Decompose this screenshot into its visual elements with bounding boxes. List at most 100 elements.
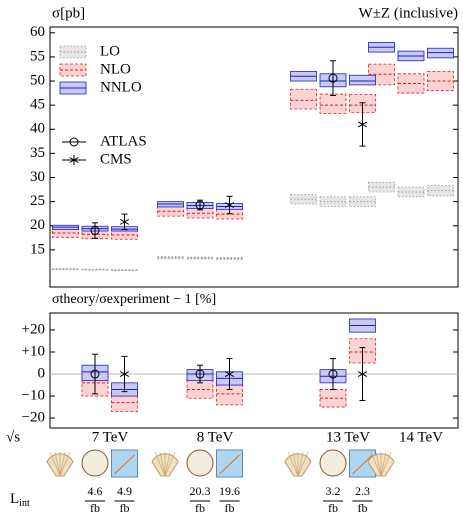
chart-title: W±Z (inclusive): [359, 5, 458, 21]
icon-rib: [164, 451, 176, 477]
marker: [357, 369, 368, 380]
icon-rib: [375, 451, 382, 477]
star-arm: [224, 371, 235, 377]
lumi-value: 3.2: [326, 484, 341, 498]
ratio-label: σtheory/σexperiment − 1 [%]: [52, 292, 216, 307]
band: [319, 93, 347, 114]
star-arm: [119, 218, 130, 225]
band: [368, 181, 395, 193]
marker: [328, 73, 338, 83]
y-tick-label: 25: [30, 193, 45, 209]
y-tick-label: +10: [22, 343, 45, 359]
lumi-unit: fb: [120, 501, 130, 515]
marker: [328, 369, 338, 379]
icon-atlas: [186, 449, 214, 477]
y-tick-label: 55: [30, 48, 45, 64]
y-tick-label: 0: [38, 365, 46, 381]
lumi-unit: fb: [358, 501, 368, 515]
icon-rib: [380, 451, 387, 477]
marker: [357, 119, 368, 130]
icon-cms-track: [352, 454, 373, 475]
band: [290, 88, 317, 110]
legend-label: CMS: [100, 151, 132, 167]
icon-rib: [370, 451, 382, 477]
x-tick-label: 8 TeV: [197, 429, 234, 445]
lumi-label: Lint: [10, 491, 30, 509]
star-arm: [69, 157, 79, 163]
star-arm: [119, 371, 130, 377]
band: [349, 196, 376, 207]
marker: [90, 369, 100, 379]
icon-rib: [49, 451, 61, 477]
legend-label: NLO: [100, 61, 131, 77]
lumi-unit: fb: [328, 501, 338, 515]
icon-rib: [59, 451, 71, 477]
x-tick-label: 13 TeV: [326, 429, 370, 445]
marker: [224, 369, 235, 380]
icon-rib: [380, 451, 392, 477]
icon-rib: [54, 451, 61, 477]
marker: [195, 369, 205, 379]
lumi-value: 19.6: [219, 484, 240, 498]
icon-rib: [297, 451, 304, 477]
star-arm: [224, 202, 235, 208]
star-arm: [357, 121, 368, 128]
x-label: √s: [6, 429, 20, 445]
lumi-sub: int: [19, 498, 30, 509]
y-tick-label: 30: [30, 169, 45, 185]
marker: [224, 199, 235, 210]
band: [186, 256, 214, 260]
y-tick-label: −20: [22, 410, 45, 426]
marker: [119, 369, 130, 380]
y-tick-label: −10: [22, 387, 45, 403]
band: [349, 74, 376, 86]
legend-label: LO: [100, 43, 120, 59]
icon-rib: [154, 451, 166, 477]
x-tick-label: 7 TeV: [92, 429, 129, 445]
star-arm: [357, 371, 368, 377]
y-tick-label: 45: [30, 97, 45, 113]
lumi-value: 4.9: [117, 484, 132, 498]
marker: [195, 200, 205, 210]
lumi-value: 20.3: [190, 484, 211, 498]
lumi-unit: fb: [225, 501, 235, 515]
icon-rib: [287, 451, 299, 477]
lumi-unit: fb: [195, 501, 205, 515]
icon-rib: [59, 451, 66, 477]
lumi-value: 4.6: [88, 484, 103, 498]
icon-cms-track: [219, 454, 240, 475]
marker: [69, 137, 79, 147]
top-frame: [49, 26, 459, 288]
icon-cms-track: [114, 454, 135, 475]
marker: [90, 226, 100, 236]
legend-label: NNLO: [100, 79, 142, 95]
x-tick-label: 14 TeV: [399, 429, 443, 445]
y-tick-label: +20: [22, 321, 45, 337]
band: [216, 257, 243, 260]
icon-rib: [292, 451, 299, 477]
y-tick-label: 15: [30, 241, 45, 257]
band: [157, 256, 184, 259]
lumi-value: 2.3: [355, 484, 370, 498]
y-tick-label: 50: [30, 72, 45, 88]
y-tick-label: 35: [30, 145, 45, 161]
icon-rib: [159, 451, 166, 477]
marker: [119, 216, 130, 227]
y-label: σ[pb]: [52, 5, 85, 21]
marker: [69, 155, 79, 165]
y-tick-label: 40: [30, 121, 45, 137]
icon-atlas: [81, 449, 109, 477]
bottom-frame: [49, 312, 459, 429]
band: [319, 196, 347, 207]
icon-rib: [164, 451, 171, 477]
band: [397, 186, 425, 198]
y-tick-label: 20: [30, 217, 45, 233]
legend-label: ATLAS: [100, 133, 147, 149]
lumi-l: L: [10, 491, 19, 507]
icon-rib: [297, 451, 309, 477]
y-tick-label: 60: [30, 24, 45, 40]
band: [290, 193, 317, 205]
icon-atlas: [319, 449, 347, 477]
lumi-unit: fb: [90, 501, 100, 515]
